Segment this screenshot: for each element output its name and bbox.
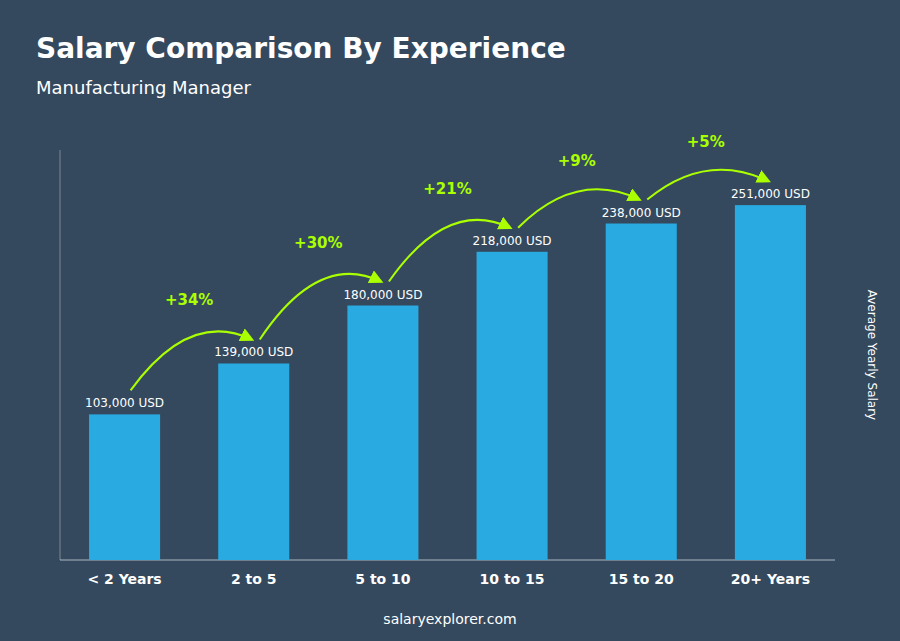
annotation: +34% (165, 291, 213, 309)
change-arrow (389, 220, 510, 282)
x-tick-label: 10 to 15 (480, 571, 545, 587)
subtitle: Manufacturing Manager (36, 77, 252, 98)
change-arrow (260, 274, 381, 340)
annotation: +30% (294, 234, 342, 252)
chart-container: Salary Comparison By Experience Manufactu… (0, 0, 900, 641)
data-label: 238,000 USD (602, 206, 681, 220)
data-label: 218,000 USD (473, 234, 552, 248)
x-tick-label: 2 to 5 (231, 571, 277, 587)
x-tick-label: 15 to 20 (609, 571, 674, 587)
x-axis-line (60, 560, 835, 561)
title: Salary Comparison By Experience (36, 32, 566, 65)
annotation: +5% (687, 133, 725, 151)
x-tick-label: 5 to 10 (355, 571, 411, 587)
x-tick-label: 20+ Years (731, 571, 810, 587)
data-label: 180,000 USD (343, 288, 422, 302)
bar (477, 252, 548, 560)
data-label: 103,000 USD (85, 396, 164, 410)
annotation: +9% (558, 152, 596, 170)
change-arrow (131, 331, 252, 390)
chart: Salary Comparison By Experience Manufactu… (0, 0, 900, 641)
change-arrow (647, 170, 768, 200)
bar (89, 414, 160, 560)
bar (218, 363, 289, 560)
annotation: +21% (423, 180, 471, 198)
bar (606, 224, 677, 560)
data-label: 139,000 USD (214, 345, 293, 359)
background (0, 0, 900, 641)
y-axis-line (60, 150, 61, 560)
bar (347, 306, 418, 560)
bar (735, 205, 806, 560)
bars (89, 205, 806, 560)
footer: salaryexplorer.com (383, 611, 516, 627)
change-arrow (518, 189, 639, 227)
data-label: 251,000 USD (731, 187, 810, 201)
y-axis-label: Average Yearly Salary (865, 290, 879, 420)
x-tick-label: < 2 Years (87, 571, 161, 587)
